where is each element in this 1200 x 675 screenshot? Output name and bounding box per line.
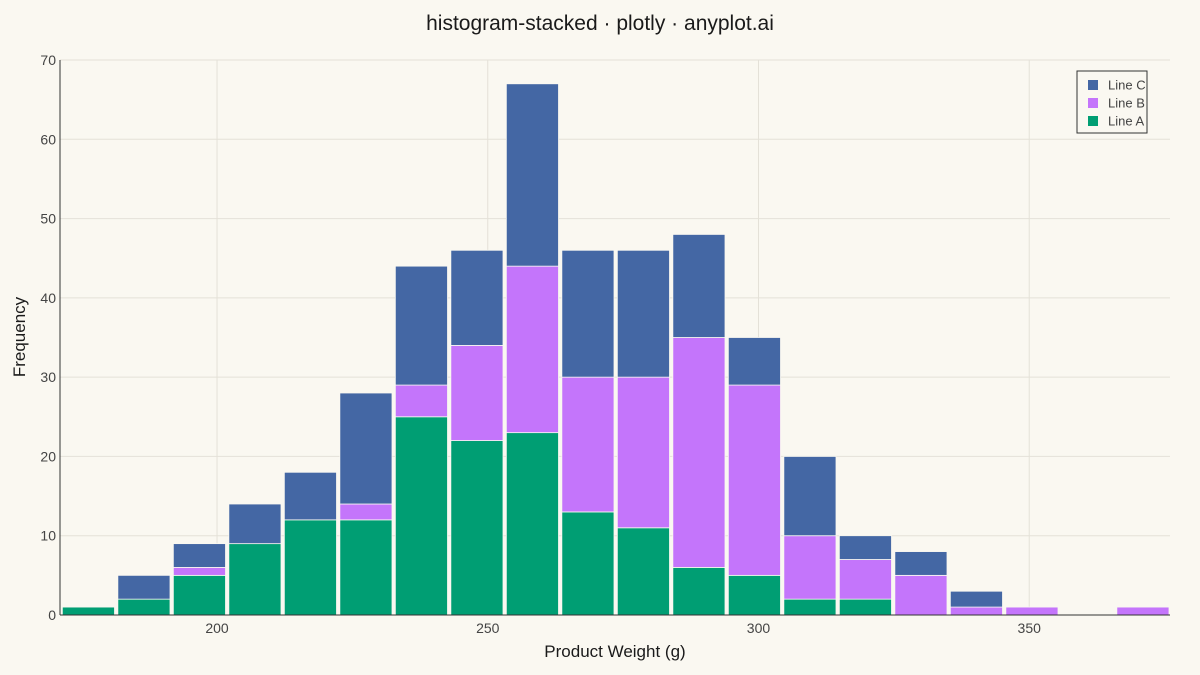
- x-axis-title: Product Weight (g): [544, 642, 685, 661]
- bar-line-b[interactable]: [616, 376, 670, 529]
- bar-line-a[interactable]: [394, 416, 448, 616]
- bar-line-b[interactable]: [394, 384, 448, 418]
- axes: 0 10 20 30 40 50 60 70 200 250 300 350: [40, 52, 1170, 636]
- chart-title: histogram-stacked · plotly · anyplot.ai: [426, 12, 774, 35]
- bar-line-b[interactable]: [505, 265, 559, 434]
- x-tick-label: 350: [1018, 620, 1042, 636]
- bar-line-c[interactable]: [339, 392, 393, 505]
- bar-line-b[interactable]: [450, 345, 504, 441]
- bar-line-c[interactable]: [561, 249, 615, 378]
- x-tick-label: 200: [205, 620, 229, 636]
- bar-line-c[interactable]: [838, 535, 892, 560]
- bar-line-c[interactable]: [394, 265, 448, 386]
- y-axis-title: Frequency: [10, 296, 29, 377]
- y-tick-label: 60: [40, 131, 56, 147]
- bar-line-b[interactable]: [727, 384, 781, 576]
- legend-swatch: [1088, 98, 1098, 108]
- bar-line-a[interactable]: [616, 527, 670, 616]
- bar-line-b[interactable]: [172, 567, 226, 576]
- bar-line-c[interactable]: [117, 574, 171, 600]
- bar-line-b[interactable]: [1116, 606, 1170, 616]
- legend[interactable]: Line C Line B Line A: [1076, 70, 1148, 134]
- bar-line-c[interactable]: [949, 590, 1003, 608]
- bar-line-a[interactable]: [117, 598, 171, 616]
- bar-line-c[interactable]: [894, 551, 948, 576]
- bar-line-a[interactable]: [61, 606, 115, 616]
- bar-line-b[interactable]: [949, 606, 1003, 616]
- bar-line-a[interactable]: [172, 574, 226, 616]
- x-tick-label: 300: [747, 620, 771, 636]
- grid-lines: [60, 59, 1170, 615]
- bar-line-a[interactable]: [783, 598, 837, 616]
- bar-line-a[interactable]: [561, 511, 615, 616]
- bar-line-a[interactable]: [283, 519, 337, 616]
- y-tick-label: 70: [40, 52, 56, 68]
- bar-line-b[interactable]: [339, 503, 393, 521]
- legend-item-label[interactable]: Line A: [1108, 114, 1144, 129]
- bar-line-a[interactable]: [228, 543, 282, 616]
- bar-line-b[interactable]: [894, 574, 948, 616]
- bar-line-c[interactable]: [783, 456, 837, 537]
- bar-line-c[interactable]: [172, 543, 226, 568]
- bar-line-a[interactable]: [672, 567, 726, 616]
- bar-line-b[interactable]: [561, 376, 615, 513]
- legend-item-label[interactable]: Line B: [1108, 96, 1145, 111]
- bar-line-a[interactable]: [838, 598, 892, 616]
- bars: [61, 83, 1170, 616]
- y-tick-label: 40: [40, 290, 56, 306]
- bar-line-a[interactable]: [339, 519, 393, 616]
- bar-line-c[interactable]: [727, 337, 781, 386]
- bar-line-c[interactable]: [672, 234, 726, 338]
- bar-line-c[interactable]: [450, 249, 504, 346]
- bar-line-a[interactable]: [505, 432, 559, 616]
- bar-line-b[interactable]: [672, 337, 726, 568]
- bar-line-b[interactable]: [1005, 606, 1059, 616]
- bar-line-a[interactable]: [450, 440, 504, 616]
- bar-line-c[interactable]: [616, 249, 670, 378]
- bar-line-c[interactable]: [505, 83, 559, 267]
- y-tick-label: 20: [40, 448, 56, 464]
- legend-swatch: [1088, 116, 1098, 126]
- bar-line-c[interactable]: [228, 503, 282, 545]
- x-tick-label: 250: [476, 620, 500, 636]
- bar-line-a[interactable]: [727, 574, 781, 616]
- y-tick-label: 50: [40, 211, 56, 227]
- y-tick-label: 10: [40, 528, 56, 544]
- bar-line-b[interactable]: [783, 535, 837, 600]
- bar-line-c[interactable]: [283, 471, 337, 521]
- legend-swatch: [1088, 80, 1098, 90]
- legend-item-label[interactable]: Line C: [1108, 78, 1146, 93]
- y-tick-label: 0: [48, 607, 56, 623]
- bar-line-b[interactable]: [838, 559, 892, 600]
- y-tick-label: 30: [40, 369, 56, 385]
